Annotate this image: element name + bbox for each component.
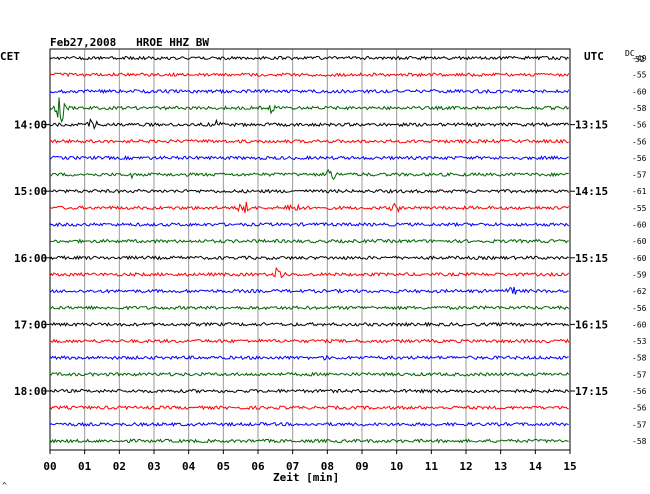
x-axis-label: Zeit [min] [273,471,339,484]
utc-time-label: 17:15 [575,385,608,398]
dc-value-13: -60 [632,254,647,263]
dc-value-5: -56 [632,121,647,130]
dc-value-16: -56 [632,304,647,313]
chart-title: Feb27,2008 HROE HHZ BW [50,36,209,49]
trace-9 [49,188,570,194]
x-tick-label: 03 [147,460,160,473]
dc-value-4: -58 [632,104,647,113]
trace-5 [49,117,570,130]
x-tick-label: 05 [217,460,230,473]
dc-value-8: -57 [632,171,647,180]
trace-2 [49,72,570,78]
x-tick-label: 12 [459,460,472,473]
dc-value-3: -60 [632,87,647,96]
trace-19 [49,354,569,361]
dc-value-23: -57 [632,420,647,429]
trace-10 [49,201,570,214]
utc-time-label: 13:15 [575,119,608,132]
cet-time-label: 16:00 [14,252,47,265]
x-tick-label: 02 [113,460,126,473]
x-tick-label: 14 [529,460,543,473]
dc-value-7: -56 [632,154,647,163]
x-tick-label: 01 [78,460,92,473]
cet-time-label: 17:00 [14,318,47,331]
dc-value-14: -59 [632,270,647,279]
trace-4 [49,97,570,124]
trace-13 [49,255,569,261]
utc-label: UTC [584,50,604,63]
dc-header-value: 52 [635,55,645,64]
dc-value-6: -56 [632,137,647,146]
cet-time-label: 14:00 [14,119,47,132]
x-tick-label: 07 [286,460,299,473]
trace-20 [49,371,570,378]
dc-value-9: -61 [632,187,647,196]
trace-7 [49,155,569,161]
trace-23 [49,421,569,427]
trace-group [49,55,570,444]
dc-value-10: -55 [632,204,647,213]
trace-1 [49,55,570,61]
dc-value-2: -55 [632,71,647,80]
cet-time-label: 15:00 [14,185,47,198]
grid [49,48,571,451]
utc-time-label: 15:15 [575,252,608,265]
x-tick-label: 06 [251,460,265,473]
x-tick-label: 04 [182,460,196,473]
x-tick-label: 13 [494,460,507,473]
x-tick-label: 09 [355,460,368,473]
cet-time-label: 18:00 [14,385,47,398]
dc-value-12: -60 [632,237,647,246]
trace-6 [49,138,569,144]
x-tick-label: 00 [43,460,56,473]
trace-17 [49,321,570,328]
trace-16 [49,305,570,311]
plot-frame [49,48,571,451]
trace-15 [49,286,569,295]
corner-mark: ^ [2,481,7,490]
x-tick-label: 08 [321,460,334,473]
dc-value-20: -57 [632,370,647,379]
dc-value-18: -53 [632,337,647,346]
x-tick-label: 10 [390,460,403,473]
utc-time-label: 16:15 [575,318,608,331]
x-tick-label: 15 [563,460,576,473]
utc-time-label: 14:15 [575,185,608,198]
dc-header: DC [625,49,635,58]
dc-value-11: -60 [632,221,647,230]
trace-8 [49,168,569,181]
dc-value-22: -56 [632,404,647,413]
x-tick-label: 11 [425,460,439,473]
trace-3 [49,88,570,95]
dc-value-1: -49 [632,54,647,63]
trace-11 [49,221,570,228]
dc-value-24: -58 [632,437,647,446]
trace-12 [49,238,569,244]
dc-value-19: -58 [632,354,647,363]
dc-value-15: -62 [632,287,647,296]
dc-value-21: -56 [632,387,647,396]
dc-value-17: -60 [632,320,647,329]
trace-18 [49,338,570,344]
cet-label: CET [0,50,20,63]
x-axis: 00 01 02 03 04 05 06 07 08 09 10 11 12 13 14 15 [43,450,577,473]
trace-22 [49,404,569,411]
trace-14 [49,266,570,279]
trace-24 [49,438,569,444]
side-labels: -49 -55 -60 -58 -56 14:00 13:15 -56 -56 -57 -61 15:… [14,54,647,446]
trace-21 [49,388,570,394]
